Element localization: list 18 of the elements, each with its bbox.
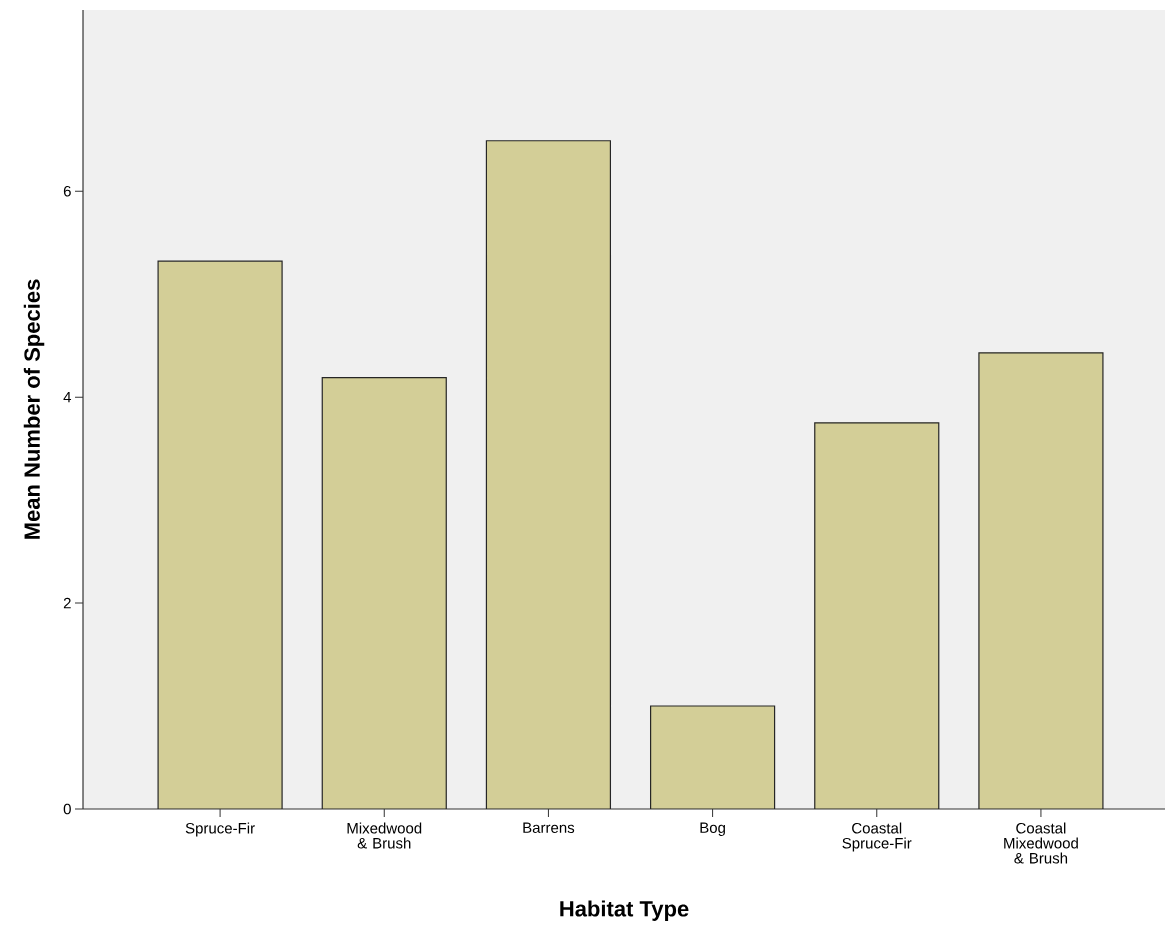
bar [485, 140, 612, 809]
x-tick-label: Mixedwood & Brush [347, 822, 422, 849]
bar [814, 422, 940, 809]
x-tick-label: Bog [700, 822, 725, 836]
bar [978, 352, 1104, 809]
x-axis-title: Habitat Type [560, 900, 689, 921]
x-tick-label: Barrens [523, 822, 575, 833]
x-tick-label: Coastal Mixedwood & Brush [1004, 822, 1078, 864]
y-tick-label: 2 [63, 597, 71, 609]
y-axis-title: Mean Number of Species [23, 279, 45, 539]
x-tick-label: Coastal Spruce-Fir [842, 822, 912, 852]
y-tick-label: 6 [63, 185, 71, 197]
y-tick-label: 4 [63, 391, 72, 403]
y-tick-label: 0 [63, 803, 71, 815]
bar [321, 376, 447, 809]
x-tick-label: Spruce-Fir [185, 822, 255, 837]
bar [650, 705, 776, 809]
bar [157, 260, 283, 809]
